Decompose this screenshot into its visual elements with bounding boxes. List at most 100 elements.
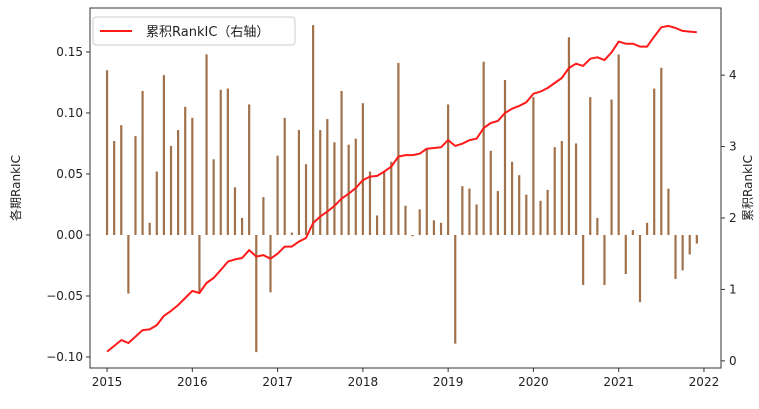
bar [411, 234, 414, 237]
bar [361, 103, 364, 235]
bar [468, 188, 471, 235]
bar [624, 234, 627, 275]
bar [553, 147, 556, 235]
bar [148, 222, 151, 235]
bar [617, 54, 620, 235]
bar [496, 191, 499, 235]
bar [383, 171, 386, 235]
bar [113, 141, 116, 235]
bar [240, 217, 244, 235]
x-tick-label: 2022 [689, 375, 720, 389]
bar [589, 97, 592, 235]
bar [212, 159, 215, 235]
bar [667, 188, 670, 235]
bar [262, 197, 265, 235]
plot-frame [89, 7, 722, 369]
x-axis: 2015 2016 2017 2018 2019 2020 2021 2022 [92, 368, 719, 389]
bar [638, 234, 642, 303]
bar [105, 70, 109, 235]
bar [162, 75, 166, 235]
bar [653, 88, 656, 235]
x-tick-label: 2020 [518, 375, 549, 389]
bar [482, 61, 485, 235]
bar [674, 234, 677, 279]
bar [141, 90, 144, 235]
bar [454, 234, 457, 344]
y-left-tick-label: −0.05 [46, 289, 83, 303]
bar [695, 234, 698, 244]
bar [610, 99, 613, 235]
x-tick-label: 2018 [348, 375, 379, 389]
bar [397, 62, 400, 235]
bar [198, 234, 201, 294]
bar [191, 117, 194, 235]
bar [326, 119, 329, 235]
bar [567, 37, 571, 235]
bar [219, 89, 222, 235]
bar [447, 104, 450, 235]
bar [475, 204, 478, 235]
bar [375, 215, 379, 235]
bar [290, 232, 293, 235]
bar [333, 142, 336, 235]
bar [340, 90, 343, 235]
bar [582, 234, 585, 286]
y-left-tick-label: 0.05 [56, 167, 83, 181]
bar [418, 209, 421, 235]
bar [560, 141, 563, 235]
bar [510, 161, 514, 235]
bar [205, 54, 208, 235]
bar [127, 234, 130, 294]
bar [347, 144, 350, 235]
bar [169, 145, 173, 235]
bar [283, 117, 286, 235]
bar [390, 161, 393, 235]
bar [681, 234, 684, 271]
bar [248, 104, 251, 235]
y-axis-right-label: 累积RankIC [741, 155, 755, 221]
bar [645, 222, 649, 235]
bar-series [105, 25, 698, 353]
y-right-tick-label: 2 [729, 211, 737, 225]
bar [461, 186, 464, 235]
y-right-tick-label: 0 [729, 354, 737, 368]
bar [688, 234, 691, 255]
bar [255, 234, 258, 353]
bar [503, 80, 507, 235]
bar [312, 25, 315, 235]
bar [660, 67, 663, 235]
bar [304, 164, 308, 235]
bar [226, 88, 229, 235]
legend: 累积RankIC（右轴） [92, 16, 296, 46]
y-left-tick-label: 0.15 [56, 45, 83, 59]
bar [432, 220, 436, 235]
legend-box [92, 16, 296, 46]
bar [177, 130, 180, 235]
bar [539, 200, 542, 235]
bar [120, 125, 123, 235]
x-tick-label: 2017 [262, 375, 293, 389]
y-left-tick-label: 0.00 [56, 228, 83, 242]
y-axis-right: 4 3 2 1 0 [721, 68, 737, 368]
bar [319, 130, 322, 235]
y-right-tick-label: 4 [729, 68, 737, 82]
x-tick-label: 2016 [177, 375, 208, 389]
y-right-tick-label: 3 [729, 140, 737, 154]
bar [184, 106, 187, 235]
cumulative-line [106, 24, 697, 353]
bar [596, 217, 599, 235]
bar [574, 143, 578, 235]
bar [631, 230, 634, 235]
bar [518, 175, 521, 235]
bar [546, 189, 549, 235]
x-tick-label: 2021 [603, 375, 634, 389]
bar [532, 97, 535, 235]
x-tick-label: 2019 [433, 375, 464, 389]
bar [404, 205, 407, 235]
bar [439, 222, 443, 235]
bar [269, 234, 272, 293]
bar [297, 130, 301, 235]
y-axis-left: 0.15 0.10 0.05 0.00 −0.05 −0.10 [46, 45, 90, 364]
bar [276, 155, 279, 235]
